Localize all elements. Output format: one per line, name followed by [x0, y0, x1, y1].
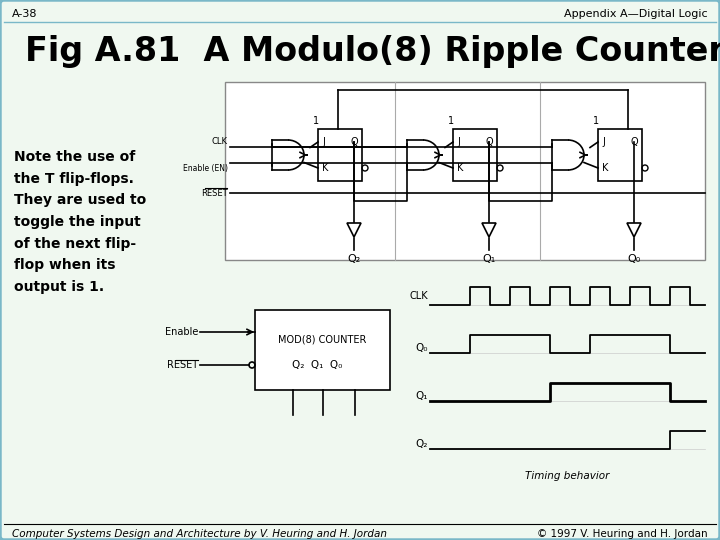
Text: Computer Systems Design and Architecture by V. Heuring and H. Jordan: Computer Systems Design and Architecture… [12, 529, 387, 539]
Bar [318, 129, 362, 181]
Polygon shape [272, 140, 288, 170]
Text: Q₂  Q₁  Q₀: Q₂ Q₁ Q₀ [292, 360, 343, 370]
Bar [453, 129, 497, 181]
Text: J: J [457, 137, 460, 147]
Text: 1: 1 [313, 116, 319, 126]
Text: RESET: RESET [167, 360, 198, 370]
Text: J: J [602, 137, 605, 147]
Text: Q: Q [485, 137, 493, 147]
Polygon shape [627, 223, 641, 237]
Text: Q₀: Q₀ [415, 343, 428, 353]
Text: © 1997 V. Heuring and H. Jordan: © 1997 V. Heuring and H. Jordan [537, 529, 708, 539]
Text: Timing behavior: Timing behavior [526, 471, 610, 481]
Text: K: K [602, 163, 608, 173]
Text: Q₁: Q₁ [482, 254, 495, 264]
Text: Q₂: Q₂ [347, 254, 361, 264]
Text: CLK: CLK [212, 137, 228, 146]
Text: Q₂: Q₂ [415, 439, 428, 449]
Bar [598, 129, 642, 181]
Text: Enable (EN): Enable (EN) [183, 164, 228, 173]
Polygon shape [347, 223, 361, 237]
Bar [225, 82, 705, 260]
Text: 1: 1 [593, 116, 599, 126]
Text: MOD(8) COUNTER: MOD(8) COUNTER [279, 335, 366, 345]
Text: 1: 1 [448, 116, 454, 126]
Bar [255, 310, 390, 390]
Text: Q₀: Q₀ [627, 254, 641, 264]
Text: Appendix A—Digital Logic: Appendix A—Digital Logic [564, 9, 708, 19]
Polygon shape [482, 223, 496, 237]
Text: J: J [322, 137, 325, 147]
Text: Q: Q [351, 137, 358, 147]
Text: Q: Q [631, 137, 638, 147]
Polygon shape [407, 140, 423, 170]
Text: Q₁: Q₁ [415, 391, 428, 401]
Text: Enable: Enable [165, 327, 198, 337]
Text: A-38: A-38 [12, 9, 37, 19]
Text: RESET: RESET [202, 188, 228, 198]
Polygon shape [552, 140, 568, 170]
Text: Note the use of
the T flip-flops.
They are used to
toggle the input
of the next : Note the use of the T flip-flops. They a… [14, 150, 146, 294]
Text: K: K [457, 163, 464, 173]
Text: CLK: CLK [410, 291, 428, 301]
Text: K: K [322, 163, 328, 173]
Text: Fig A.81  A Modulo(8) Ripple Counter: Fig A.81 A Modulo(8) Ripple Counter [25, 36, 720, 69]
